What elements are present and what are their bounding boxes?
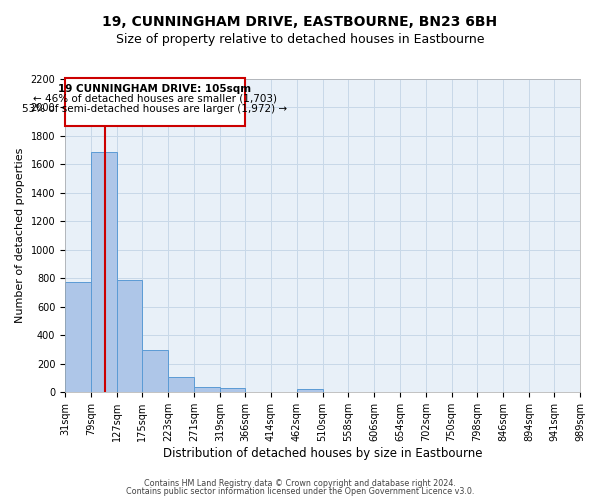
Text: ← 46% of detached houses are smaller (1,703): ← 46% of detached houses are smaller (1,… xyxy=(33,94,277,104)
X-axis label: Distribution of detached houses by size in Eastbourne: Distribution of detached houses by size … xyxy=(163,447,482,460)
Bar xyxy=(65,282,91,393)
Bar xyxy=(91,152,116,392)
Text: Contains HM Land Registry data © Crown copyright and database right 2024.: Contains HM Land Registry data © Crown c… xyxy=(144,478,456,488)
Bar xyxy=(142,350,168,393)
Text: 19 CUNNINGHAM DRIVE: 105sqm: 19 CUNNINGHAM DRIVE: 105sqm xyxy=(58,84,251,94)
FancyBboxPatch shape xyxy=(65,78,245,126)
Bar xyxy=(297,389,323,392)
Bar xyxy=(220,388,245,392)
Text: 19, CUNNINGHAM DRIVE, EASTBOURNE, BN23 6BH: 19, CUNNINGHAM DRIVE, EASTBOURNE, BN23 6… xyxy=(103,15,497,29)
Bar xyxy=(194,388,220,392)
Text: 53% of semi-detached houses are larger (1,972) →: 53% of semi-detached houses are larger (… xyxy=(22,104,287,114)
Bar xyxy=(168,376,194,392)
Y-axis label: Number of detached properties: Number of detached properties xyxy=(15,148,25,324)
Text: Size of property relative to detached houses in Eastbourne: Size of property relative to detached ho… xyxy=(116,32,484,46)
Bar xyxy=(116,280,142,392)
Text: Contains public sector information licensed under the Open Government Licence v3: Contains public sector information licen… xyxy=(126,487,474,496)
